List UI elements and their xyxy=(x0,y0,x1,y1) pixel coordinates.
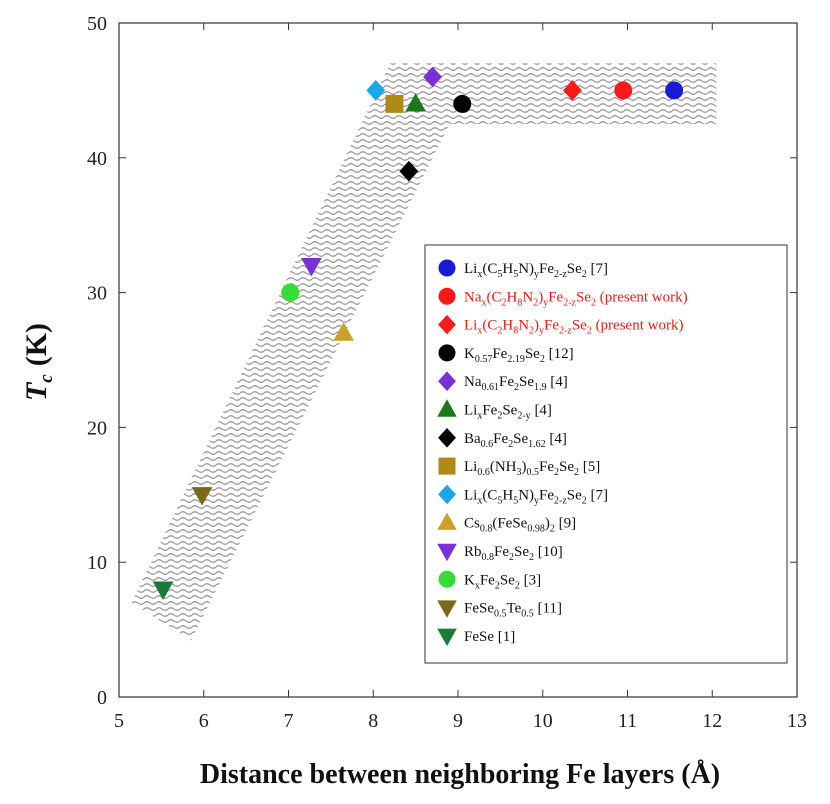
data-point xyxy=(333,322,354,341)
data-point xyxy=(405,93,426,112)
legend-label: Nax(C2H8N2)yFe2-zSe2 (present work) xyxy=(464,289,688,308)
data-point xyxy=(423,66,443,88)
legend: Lix(C5H5N)yFe2-zSe2 [7] Nax(C2H8N2)yFe2-z… xyxy=(424,244,788,664)
legend-marker xyxy=(438,287,456,305)
legend-label: Lix(C5H5N)yFe2-zSe2 [7] xyxy=(464,487,608,506)
y-tick-label: 30 xyxy=(87,283,107,305)
legend-marker xyxy=(437,543,457,562)
legend-label: KxFe2Se2 [3] xyxy=(464,572,541,591)
legend-marker xyxy=(437,399,457,417)
data-point xyxy=(385,94,404,113)
y-axis-title-symbol: T xyxy=(20,381,53,401)
x-axis-title: Distance between neighboring Fe layers (… xyxy=(200,759,720,790)
legend-label: Lix(C2H8N2)yFe2-zSe2 (present work) xyxy=(464,318,683,337)
legend-marker xyxy=(438,314,456,335)
y-axis-title-subscript: c xyxy=(36,374,57,383)
legend-marker xyxy=(437,628,457,647)
data-point xyxy=(301,257,322,277)
legend-marker xyxy=(438,457,456,475)
data-point xyxy=(366,80,386,101)
legend-marker xyxy=(438,344,456,362)
legend-label: Cs0.8(FeSe0.98)2 [9] xyxy=(464,516,576,535)
x-tick-label: 11 xyxy=(618,710,637,732)
legend-label: LixFe2Se2-y [4] xyxy=(464,403,552,422)
y-tick-label: 40 xyxy=(87,148,107,170)
y-tick-label: 10 xyxy=(87,552,107,574)
data-point xyxy=(453,94,472,113)
legend-marker xyxy=(437,512,457,530)
data-point xyxy=(281,283,300,302)
data-point xyxy=(399,160,419,182)
legend-label: Na0.61Fe2Se1.9 [4] xyxy=(464,374,568,393)
data-markers xyxy=(152,66,684,600)
legend-label: FeSe [1] xyxy=(464,629,515,645)
y-tick-label: 50 xyxy=(87,13,107,35)
y-axis-ticks: 0 10 20 30 40 50 xyxy=(87,13,797,709)
x-tick-label: 8 xyxy=(368,710,378,732)
legend-box xyxy=(424,244,788,664)
legend-marker xyxy=(438,484,456,505)
y-axis-title-unit: (K) xyxy=(20,323,53,366)
x-tick-label: 13 xyxy=(787,710,807,732)
legend-marker xyxy=(438,371,456,391)
x-tick-label: 10 xyxy=(533,710,553,732)
x-tick-label: 9 xyxy=(453,710,463,732)
legend-label: FeSe0.5Te0.5 [11] xyxy=(464,601,562,620)
legend-marker xyxy=(438,259,456,277)
y-axis-title: Tc (K) xyxy=(20,323,57,401)
legend-label: Li0.6(NH3)0.5Fe2Se2 [5] xyxy=(464,459,600,478)
legend-label: Rb0.8Fe2Se2 [10] xyxy=(464,544,563,563)
x-tick-label: 6 xyxy=(199,710,209,732)
legend-label: Lix(C5H5N)yFe2-zSe2 [7] xyxy=(464,261,608,280)
x-tick-label: 12 xyxy=(702,710,722,732)
legend-marker xyxy=(437,600,457,618)
data-point xyxy=(665,81,684,100)
x-tick-label: 7 xyxy=(284,710,294,732)
y-tick-label: 20 xyxy=(87,417,107,439)
data-point xyxy=(562,80,582,101)
legend-label: Ba0.6Fe2Se1.62 [4] xyxy=(464,431,567,450)
legend-marker xyxy=(438,570,456,588)
legend-label: K0.57Fe2.19Se2 [12] xyxy=(464,346,574,365)
legend-marker xyxy=(438,428,456,448)
data-point xyxy=(191,487,213,506)
x-axis-ticks: 5 6 7 8 9 10 11 12 13 xyxy=(114,23,807,732)
y-tick-label: 0 xyxy=(97,687,107,709)
data-point xyxy=(614,81,633,100)
x-tick-label: 5 xyxy=(114,710,124,732)
data-point xyxy=(152,581,174,600)
trend-band xyxy=(131,63,717,641)
